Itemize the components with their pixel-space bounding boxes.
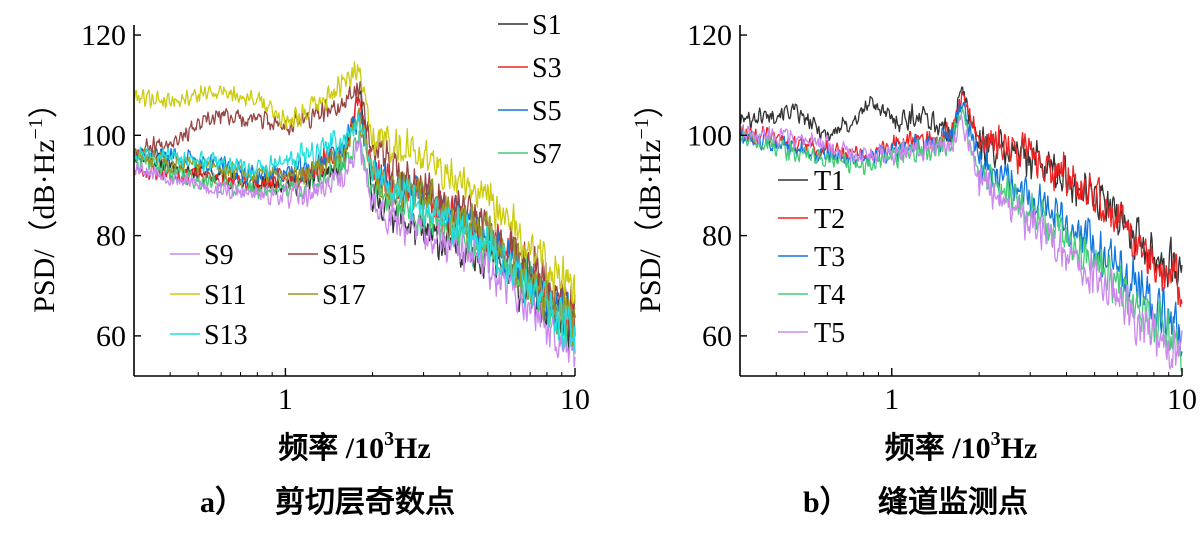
series-line-T1 xyxy=(739,86,1183,288)
legend-label-S3: S3 xyxy=(532,53,562,84)
caption-text: 缝道监测点 xyxy=(878,486,1028,519)
legend-label-S1: S1 xyxy=(532,10,562,41)
legend: S1 S3 S5 S7 S9 S15 S11 S17 S13 xyxy=(170,10,562,351)
y-tick-label: 100 xyxy=(81,119,126,152)
series-line-S15 xyxy=(133,80,576,337)
series-line-S13 xyxy=(133,114,576,352)
y-axis-label-main: PSD/（dB·Hz xyxy=(634,139,667,312)
x-axis-label-unit: Hz xyxy=(394,432,431,465)
series-line-T2 xyxy=(739,91,1183,308)
y-tick-label: 100 xyxy=(687,119,732,152)
series-line-S9 xyxy=(133,135,576,368)
x-axis-label-sup: 3 xyxy=(991,428,1001,450)
y-tick-label: 120 xyxy=(81,19,126,52)
y-tick-label: 120 xyxy=(687,19,732,52)
legend-label-S17: S17 xyxy=(322,280,366,311)
legend-label-S11: S11 xyxy=(204,280,247,311)
legend-label-T2: T2 xyxy=(814,204,845,235)
legend-label-S5: S5 xyxy=(532,96,562,127)
series-line-T5 xyxy=(739,115,1183,370)
panel-b: 60 80 100 120 1 10 PSD/（dB·Hz−1） 频率 /103Hz b） 缝道监… xyxy=(631,19,1197,519)
y-axis-label: PSD/（dB·Hz−1） xyxy=(25,88,61,313)
legend-label-S9: S9 xyxy=(204,240,234,271)
series-lines xyxy=(133,61,576,368)
y-axis-label-sup: −1 xyxy=(631,118,653,139)
legend-label-S13: S13 xyxy=(204,320,248,351)
series-line-T4 xyxy=(739,107,1182,372)
legend-label-S15: S15 xyxy=(322,240,366,271)
y-tick-label: 80 xyxy=(96,220,126,253)
x-axis-label: 频率 /103Hz xyxy=(885,428,1038,465)
legend: T1 T2 T3 T4 T5 xyxy=(778,166,845,349)
series-line-S11 xyxy=(133,61,576,305)
x-axis-label-unit: Hz xyxy=(1001,432,1038,465)
legend-label-T4: T4 xyxy=(814,280,845,311)
series-lines xyxy=(739,86,1183,372)
y-tick-label: 60 xyxy=(702,320,732,353)
y-axis-label-end: ） xyxy=(634,88,667,118)
caption-text: 剪切层奇数点 xyxy=(275,486,455,519)
y-tick-label: 80 xyxy=(702,220,732,253)
x-tick-label: 10 xyxy=(560,383,590,416)
legend-label-S7: S7 xyxy=(532,139,562,170)
y-axis-label-sup: −1 xyxy=(25,118,47,139)
legend-label-T1: T1 xyxy=(814,166,845,197)
x-axis-label-main: 频率 /10 xyxy=(885,432,991,465)
x-tick-label: 10 xyxy=(1167,383,1197,416)
y-axis-label: PSD/（dB·Hz−1） xyxy=(631,88,667,313)
legend-label-T3: T3 xyxy=(814,242,845,273)
panel-a: 60 80 100 120 1 10 PSD/（dB·Hz−1） 频率 /103Hz a） 剪切层… xyxy=(25,10,590,519)
x-axis-label-main: 频率 /10 xyxy=(278,432,384,465)
y-tick-label: 60 xyxy=(96,320,126,353)
x-tick-label: 1 xyxy=(884,383,899,416)
caption-letter: b） xyxy=(803,485,850,519)
x-tick-label: 1 xyxy=(278,383,293,416)
x-axis-label-sup: 3 xyxy=(384,428,394,450)
x-axis-label: 频率 /103Hz xyxy=(278,428,431,465)
y-axis-label-main: PSD/（dB·Hz xyxy=(28,139,61,312)
y-axis-label-end: ） xyxy=(28,88,61,118)
legend-label-T5: T5 xyxy=(814,318,845,349)
series-line-S5 xyxy=(133,110,576,351)
caption-letter: a） xyxy=(200,485,245,519)
